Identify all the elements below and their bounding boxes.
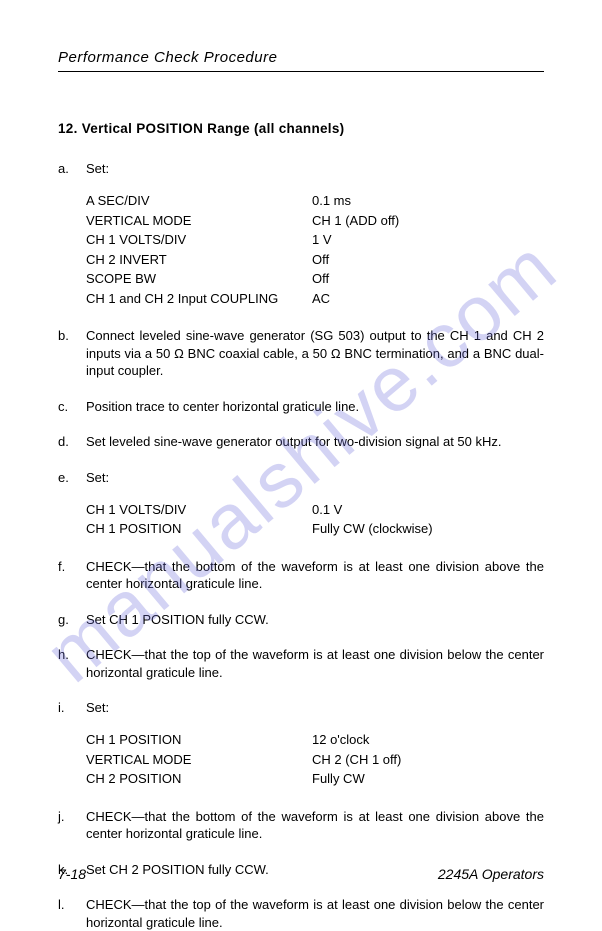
step-h: h. CHECK—that the top of the waveform is… (58, 646, 544, 681)
setting-label: CH 1 VOLTS/DIV (86, 501, 312, 519)
setting-row: VERTICAL MODECH 2 (CH 1 off) (86, 751, 544, 769)
setting-row: CH 1 and CH 2 Input COUPLINGAC (86, 290, 544, 308)
step-body: Set: CH 1 VOLTS/DIV0.1 V CH 1 POSITIONFu… (86, 469, 544, 540)
setting-value: Off (312, 270, 544, 288)
step-text: Set CH 1 POSITION fully CCW. (86, 611, 544, 629)
step-text: CHECK—that the bottom of the waveform is… (86, 808, 544, 843)
step-letter: c. (58, 398, 86, 416)
step-letter: l. (58, 896, 86, 931)
section-title-text: Vertical POSITION Range (all channels) (82, 121, 345, 136)
setting-label: SCOPE BW (86, 270, 312, 288)
step-body: Set: A SEC/DIV0.1 ms VERTICAL MODECH 1 (… (86, 160, 544, 309)
step-l: l. CHECK—that the top of the waveform is… (58, 896, 544, 931)
page-footer: 7-18 2245A Operators (58, 865, 544, 884)
step-letter: h. (58, 646, 86, 681)
setting-value: Fully CW (clockwise) (312, 520, 544, 538)
step-text: CHECK—that the top of the waveform is at… (86, 896, 544, 931)
setting-row: CH 1 POSITIONFully CW (clockwise) (86, 520, 544, 538)
setting-label: CH 1 POSITION (86, 520, 312, 538)
step-letter: j. (58, 808, 86, 843)
setting-label: CH 1 and CH 2 Input COUPLING (86, 290, 312, 308)
step-c: c. Position trace to center horizontal g… (58, 398, 544, 416)
step-text: Set leveled sine-wave generator output f… (86, 433, 544, 451)
step-letter: i. (58, 699, 86, 789)
page-header: Performance Check Procedure (58, 48, 544, 72)
step-text: CHECK—that the top of the waveform is at… (86, 646, 544, 681)
setting-value: CH 1 (ADD off) (312, 212, 544, 230)
step-letter: g. (58, 611, 86, 629)
setting-row: VERTICAL MODECH 1 (ADD off) (86, 212, 544, 230)
setting-value: 12 o'clock (312, 731, 544, 749)
step-e: e. Set: CH 1 VOLTS/DIV0.1 V CH 1 POSITIO… (58, 469, 544, 540)
step-f: f. CHECK—that the bottom of the waveform… (58, 558, 544, 593)
setting-row: CH 1 POSITION12 o'clock (86, 731, 544, 749)
setting-label: VERTICAL MODE (86, 212, 312, 230)
step-text: Set: (86, 160, 544, 178)
setting-row: CH 2 INVERTOff (86, 251, 544, 269)
section-number: 12. (58, 121, 78, 136)
settings-block: CH 1 VOLTS/DIV0.1 V CH 1 POSITIONFully C… (86, 501, 544, 538)
step-text: Position trace to center horizontal grat… (86, 398, 544, 416)
setting-label: CH 2 INVERT (86, 251, 312, 269)
setting-value: Off (312, 251, 544, 269)
setting-row: CH 1 VOLTS/DIV0.1 V (86, 501, 544, 519)
step-i: i. Set: CH 1 POSITION12 o'clock VERTICAL… (58, 699, 544, 789)
step-letter: d. (58, 433, 86, 451)
setting-row: A SEC/DIV0.1 ms (86, 192, 544, 210)
step-d: d. Set leveled sine-wave generator outpu… (58, 433, 544, 451)
step-b: b. Connect leveled sine-wave generator (… (58, 327, 544, 380)
settings-block: A SEC/DIV0.1 ms VERTICAL MODECH 1 (ADD o… (86, 192, 544, 307)
step-letter: a. (58, 160, 86, 309)
step-letter: f. (58, 558, 86, 593)
manual-title: 2245A Operators (438, 865, 544, 884)
setting-value: AC (312, 290, 544, 308)
setting-row: CH 2 POSITIONFully CW (86, 770, 544, 788)
section-title: 12. Vertical POSITION Range (all channel… (58, 120, 544, 138)
step-letter: b. (58, 327, 86, 380)
step-a: a. Set: A SEC/DIV0.1 ms VERTICAL MODECH … (58, 160, 544, 309)
setting-label: A SEC/DIV (86, 192, 312, 210)
page-number: 7-18 (58, 865, 86, 884)
setting-label: VERTICAL MODE (86, 751, 312, 769)
step-body: Set: CH 1 POSITION12 o'clock VERTICAL MO… (86, 699, 544, 789)
setting-value: Fully CW (312, 770, 544, 788)
setting-value: 0.1 V (312, 501, 544, 519)
step-text: CHECK—that the bottom of the waveform is… (86, 558, 544, 593)
step-text: Set: (86, 469, 544, 487)
setting-value: CH 2 (CH 1 off) (312, 751, 544, 769)
step-letter: e. (58, 469, 86, 540)
setting-row: CH 1 VOLTS/DIV1 V (86, 231, 544, 249)
setting-value: 1 V (312, 231, 544, 249)
setting-label: CH 1 VOLTS/DIV (86, 231, 312, 249)
setting-row: SCOPE BWOff (86, 270, 544, 288)
step-g: g. Set CH 1 POSITION fully CCW. (58, 611, 544, 629)
setting-label: CH 1 POSITION (86, 731, 312, 749)
step-text: Connect leveled sine-wave generator (SG … (86, 327, 544, 380)
setting-value: 0.1 ms (312, 192, 544, 210)
settings-block: CH 1 POSITION12 o'clock VERTICAL MODECH … (86, 731, 544, 788)
step-text: Set: (86, 699, 544, 717)
step-j: j. CHECK—that the bottom of the waveform… (58, 808, 544, 843)
setting-label: CH 2 POSITION (86, 770, 312, 788)
